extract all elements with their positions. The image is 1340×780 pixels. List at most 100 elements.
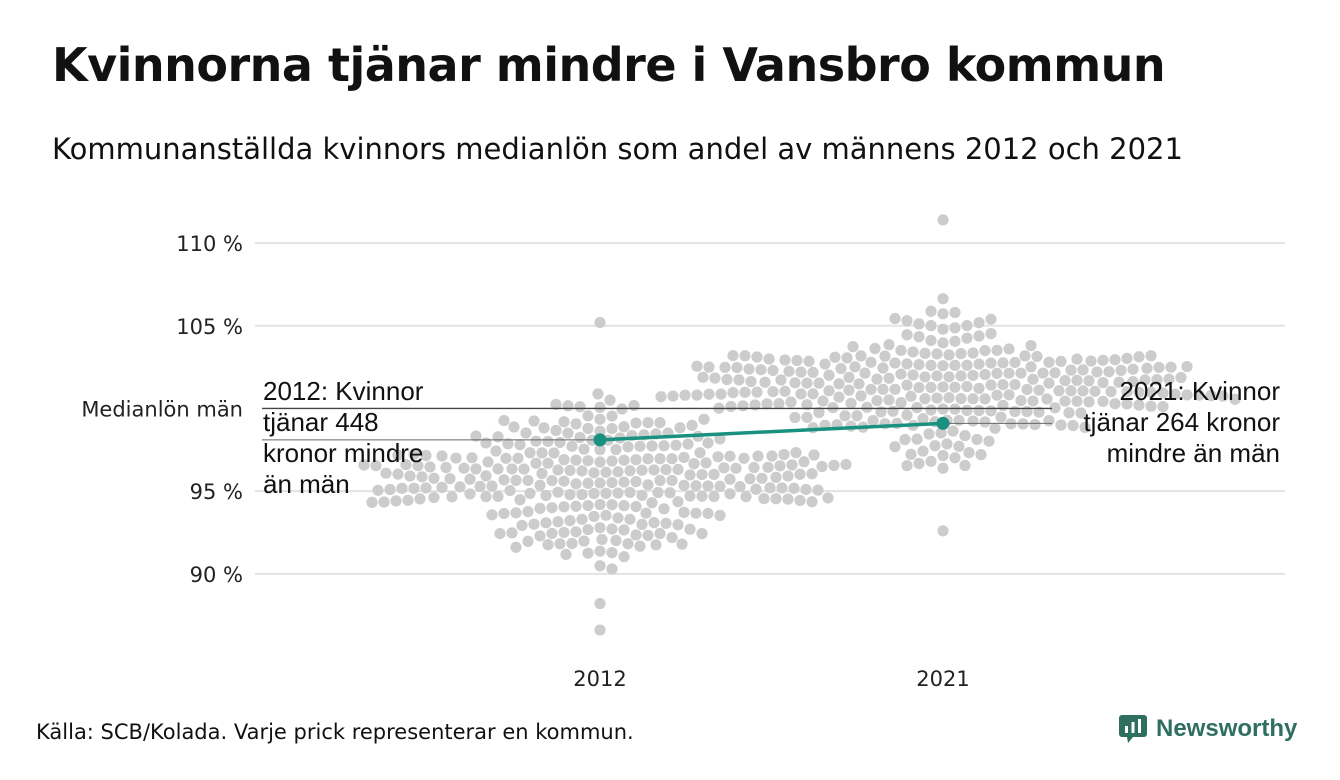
swarm-dot	[1065, 364, 1077, 376]
swarm-dot	[1043, 415, 1055, 427]
swarm-dot	[1217, 390, 1229, 402]
swarm-dot	[1181, 389, 1193, 401]
swarm-dot	[512, 452, 524, 464]
swarm-dot	[500, 452, 512, 464]
swarm-dot	[420, 482, 432, 494]
swarm-dot	[828, 459, 840, 471]
swarm-dot	[378, 496, 390, 508]
swarm-dot	[823, 369, 835, 381]
swarm-dot	[576, 488, 588, 501]
swarm-dot	[648, 517, 660, 529]
swarm-dot	[807, 366, 819, 379]
swarm-dot	[444, 473, 456, 485]
swarm-dot	[594, 522, 606, 534]
swarm-dot	[1145, 386, 1157, 399]
swarm-dot	[708, 468, 720, 480]
swarm-dot	[1127, 363, 1139, 375]
swarm-dot	[546, 502, 558, 514]
swarm-dot	[436, 450, 448, 462]
swarm-dot	[480, 470, 492, 482]
swarm-dot	[498, 474, 510, 486]
swarm-dot	[907, 346, 919, 358]
brand-logo: Newsworthy	[1118, 714, 1297, 744]
swarm-dot	[973, 317, 985, 329]
swarm-dot	[806, 496, 818, 508]
swarm-dot	[1033, 384, 1045, 396]
swarm-dot	[887, 405, 899, 417]
swarm-dot	[889, 383, 901, 395]
highlight-point-2021	[936, 416, 950, 430]
swarm-dot	[774, 460, 786, 472]
swarm-dot	[412, 460, 424, 472]
swarm-dot	[564, 515, 576, 527]
swarm-dot	[606, 547, 618, 559]
swarm-dot	[1015, 395, 1027, 407]
swarm-dot	[937, 293, 949, 305]
swarm-dot	[610, 534, 622, 547]
swarm-dot	[534, 502, 546, 515]
swarm-dot	[618, 500, 630, 512]
swarm-dot	[806, 468, 818, 480]
swarm-dot	[380, 467, 392, 479]
swarm-dot	[576, 513, 588, 525]
swarm-dot	[759, 376, 771, 388]
swarm-dot	[913, 318, 925, 330]
swarm-dot	[679, 389, 691, 401]
swarm-dot	[1181, 360, 1193, 373]
swarm-dot	[1003, 367, 1015, 379]
swarm-dot	[566, 537, 578, 550]
swarm-dot	[949, 322, 961, 334]
swarm-dot	[849, 361, 861, 373]
swarm-dot	[800, 483, 812, 496]
swarm-dot	[582, 499, 594, 512]
swarm-dot	[534, 530, 546, 542]
swarm-dot	[630, 500, 642, 513]
swarm-dot	[1003, 389, 1015, 401]
swarm-dot	[931, 392, 943, 404]
swarm-dot	[554, 538, 566, 550]
swarm-dot	[1009, 405, 1021, 418]
swarm-dot	[843, 371, 855, 383]
swarm-dot	[690, 507, 702, 519]
swarm-dot	[816, 460, 828, 473]
swarm-dot	[937, 214, 949, 226]
swarm-dot	[740, 491, 752, 503]
swarm-dot	[506, 527, 518, 539]
swarm-dot	[570, 454, 582, 466]
swarm-dot	[582, 410, 594, 422]
swarm-dot	[949, 381, 961, 393]
swarm-dot	[794, 494, 806, 507]
swarm-dot	[835, 362, 847, 375]
swarm-dot	[428, 491, 440, 504]
swarm-dot	[446, 491, 458, 503]
swarm-dot	[782, 493, 794, 505]
swarm-dot	[646, 497, 658, 509]
y-tick-label: 95 %	[190, 480, 243, 504]
swarm-dot	[1037, 367, 1049, 379]
swarm-dot	[1075, 407, 1087, 419]
swarm-dot	[542, 539, 554, 551]
swarm-dot	[504, 484, 516, 497]
swarm-dot	[464, 488, 476, 500]
swarm-dot	[522, 506, 534, 518]
swarm-dot	[678, 451, 690, 464]
swarm-dot	[829, 351, 841, 363]
swarm-dot	[931, 348, 943, 360]
swarm-dot	[450, 452, 462, 464]
annotation-2021: 2021: Kvinnor tjänar 264 kronor mindre ä…	[1083, 376, 1280, 468]
swarm-dot	[1097, 377, 1109, 389]
swarm-dot	[1133, 399, 1145, 411]
swarm-dot	[822, 492, 834, 504]
swarm-dot	[510, 541, 522, 553]
swarm-dot	[628, 399, 640, 412]
swarm-dot	[985, 405, 997, 417]
swarm-dot	[947, 425, 959, 437]
swarm-dot	[751, 386, 763, 398]
swarm-dot	[941, 438, 953, 450]
swarm-dot	[1021, 405, 1033, 418]
swarm-dot	[1085, 355, 1097, 367]
swarm-dot	[943, 349, 955, 361]
swarm-dot	[714, 480, 726, 492]
swarm-dot	[514, 439, 526, 451]
swarm-dot	[865, 356, 877, 368]
